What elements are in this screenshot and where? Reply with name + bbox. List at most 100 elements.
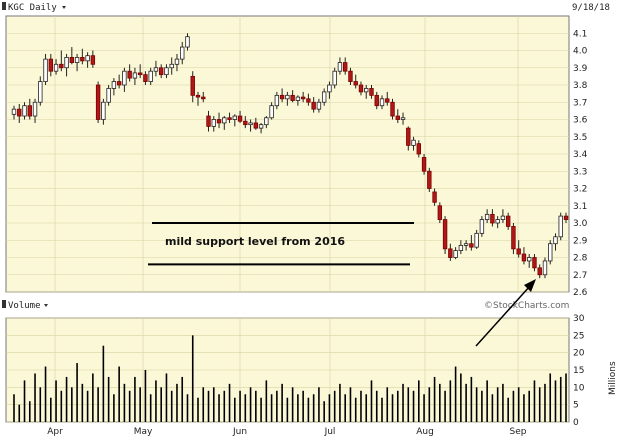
- volume-tick-label: 0: [573, 418, 579, 428]
- x-tick-label: Jul: [324, 427, 336, 437]
- candle-body-up: [185, 36, 190, 48]
- price-tick-label: 2.9: [573, 236, 588, 246]
- candle-body-up: [174, 58, 180, 65]
- candle: [300, 91, 306, 103]
- candle-body-up: [479, 219, 485, 234]
- candle: [332, 67, 337, 89]
- candle: [243, 116, 248, 129]
- candle-body-up: [264, 117, 269, 126]
- candle-body-up: [43, 58, 48, 82]
- annotation-arrow-line: [475, 285, 531, 347]
- candle-body-up: [495, 219, 500, 224]
- x-tick-label: May: [134, 427, 153, 437]
- candle-body-down: [511, 226, 516, 250]
- candle: [295, 95, 301, 106]
- candle: [516, 240, 521, 258]
- candle-body-up: [548, 243, 553, 262]
- candle: [427, 167, 432, 192]
- candle-body-down: [421, 157, 427, 172]
- candle: [164, 64, 169, 79]
- candle: [64, 53, 69, 77]
- candle-body-down: [505, 215, 511, 227]
- candle-body-down: [237, 115, 243, 122]
- candle: [490, 209, 495, 227]
- candle: [337, 57, 343, 75]
- price-tick-label: 3.2: [573, 185, 587, 195]
- candle-body-down: [158, 67, 164, 76]
- price-panel: 2.6 2.7 2.8 2.9 3.0 3.1 3.2 3.3 3.4 3.5 3.6 3.7 3.8 3…: [5, 15, 588, 298]
- candle-body-up: [111, 81, 117, 89]
- price-tick-label: 3.7: [573, 98, 587, 108]
- candle-body-up: [364, 88, 369, 93]
- candle: [190, 71, 195, 103]
- candle: [258, 122, 264, 134]
- price-y-axis: 2.6 2.7 2.8 2.9 3.0 3.1 3.2 3.3 3.4 3.5 3.6 3.7 3.8 3…: [573, 29, 588, 298]
- candle-body-up: [453, 250, 458, 258]
- candle-body-down: [537, 267, 542, 276]
- candle: [116, 74, 122, 89]
- candle: [237, 110, 243, 123]
- candle-body-up: [211, 119, 216, 127]
- candle: [463, 240, 469, 251]
- support-annotation: mild support level from 2016: [165, 235, 345, 248]
- candle-body-down: [48, 58, 53, 72]
- candle-body-down: [521, 253, 527, 262]
- candle: [437, 202, 443, 223]
- candle-body-down: [469, 243, 474, 248]
- candle-body-up: [169, 63, 174, 69]
- candle-body-up: [285, 94, 290, 100]
- candle: [132, 67, 138, 85]
- price-tick-label: 3.5: [573, 133, 587, 143]
- candle-body-up: [379, 98, 385, 107]
- candle-body-up: [316, 101, 322, 110]
- candle: [548, 240, 553, 265]
- candle-body-down: [195, 94, 201, 98]
- candle-body-down: [279, 94, 285, 100]
- candle-body-up: [269, 105, 274, 119]
- volume-tick-label: 30: [573, 314, 585, 324]
- candle: [53, 59, 59, 75]
- candle-body-down: [137, 72, 143, 76]
- candle-body-down: [253, 122, 259, 129]
- price-tick-label: 3.0: [573, 219, 588, 229]
- candle: [143, 71, 148, 85]
- candle: [527, 254, 532, 268]
- candle-body-down: [300, 96, 306, 100]
- candle: [358, 81, 364, 96]
- candle-body-up: [74, 57, 80, 63]
- candle-body-down: [374, 94, 379, 107]
- candle-body-down: [59, 63, 64, 69]
- candle: [537, 264, 542, 279]
- candle: [369, 85, 374, 99]
- candle-body-up: [11, 108, 17, 115]
- candle: [511, 223, 516, 255]
- candle: [553, 233, 558, 251]
- candle: [27, 98, 32, 120]
- candle: [211, 116, 216, 132]
- candle: [48, 53, 53, 77]
- volume-tick-label: 15: [573, 366, 584, 376]
- volume-header: Volume ©StockCharts.com: [2, 300, 569, 311]
- price-tick-label: 2.8: [573, 254, 588, 264]
- volume-tick-label: 20: [573, 349, 585, 359]
- candle: [379, 95, 385, 110]
- candle-body-up: [553, 236, 558, 245]
- price-tick-label: 3.9: [573, 64, 588, 74]
- candle-body-down: [127, 70, 132, 79]
- candle: [74, 53, 80, 72]
- candle-body-down: [395, 115, 400, 120]
- candle-body-down: [90, 55, 96, 65]
- price-tick-label: 3.3: [573, 167, 587, 177]
- candle: [253, 117, 259, 130]
- candle: [206, 110, 211, 132]
- volume-unit-label: Millions: [608, 361, 618, 395]
- candle: [22, 102, 27, 120]
- candle-body-down: [27, 105, 32, 117]
- candle: [500, 209, 506, 223]
- price-tick-label: 2.7: [573, 271, 587, 281]
- candle-body-up: [295, 96, 301, 101]
- price-tick-label: 3.1: [573, 202, 587, 212]
- candle-body-down: [201, 96, 206, 100]
- candle-body-up: [101, 101, 106, 120]
